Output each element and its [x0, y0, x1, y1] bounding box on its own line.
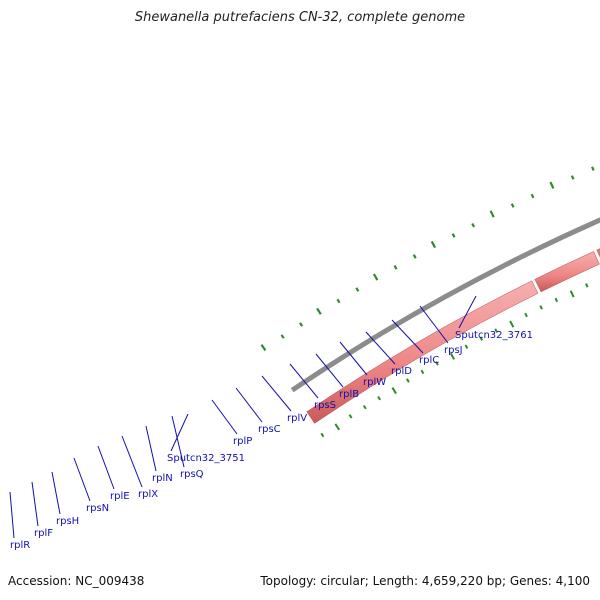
gc-tick	[348, 414, 353, 419]
gene-leader-line	[339, 341, 368, 376]
gc-tick	[430, 240, 437, 249]
gene-label: rpsC	[258, 424, 281, 435]
gc-tick	[391, 387, 397, 395]
gc-tick	[377, 395, 381, 401]
gc-tick	[449, 352, 456, 360]
backbone-arc	[290, 217, 600, 393]
gc-tick	[510, 203, 515, 208]
gc-tick	[479, 336, 484, 341]
gc-tick	[412, 254, 417, 259]
gene-leader-line	[31, 481, 39, 527]
gc-tick	[362, 404, 367, 410]
gc-tick	[435, 361, 439, 366]
gc-tick	[539, 305, 543, 310]
gc-tick	[260, 344, 267, 352]
gene-label: rplE	[110, 491, 130, 502]
gc-tick	[530, 193, 535, 199]
accession-text: Accession: NC_009438	[8, 574, 145, 588]
gene-leader-line	[121, 435, 143, 488]
gene-label: rplX	[138, 489, 158, 500]
gene-leader-line	[419, 305, 449, 344]
gene-label: rpsH	[56, 516, 79, 527]
gene-label: rpsJ	[444, 345, 463, 356]
gc-tick	[471, 222, 476, 228]
gene-leader-line	[315, 353, 344, 388]
gc-tick	[585, 283, 589, 288]
gene-leader-line	[145, 425, 157, 472]
gene-label: rpsN	[86, 503, 109, 514]
cds-reverse	[534, 251, 600, 293]
gc-tick	[420, 369, 425, 375]
gene-label: rplB	[339, 389, 359, 400]
gc-tick	[591, 166, 595, 171]
gene-label: rplC	[419, 355, 439, 366]
gc-tick	[280, 334, 285, 339]
gc-tick	[320, 432, 325, 438]
gene-leader-line	[170, 413, 189, 452]
gc-tick	[554, 297, 559, 303]
gc-content-inner-ticks	[320, 283, 589, 438]
gc-tick	[494, 328, 498, 333]
genome-backbone	[290, 217, 600, 393]
gc-tick	[549, 181, 555, 189]
gene-leader-line	[458, 295, 477, 329]
gc-tick	[393, 265, 398, 270]
gc-tick	[570, 175, 575, 180]
gene-leader-line	[289, 363, 319, 399]
gene-label: Sputcn32_3761	[455, 330, 533, 341]
gc-tick	[299, 322, 304, 327]
gc-tick	[316, 307, 322, 315]
cds-reverse	[596, 248, 600, 258]
gc-tick	[451, 233, 456, 238]
gene-leader-line	[235, 387, 263, 423]
gc-tick	[336, 298, 341, 304]
map-title: Shewanella putrefaciens CN-32, complete …	[134, 10, 466, 25]
gene-leader-line	[211, 399, 238, 435]
gene-label: rplV	[287, 413, 307, 424]
gene-label: rplR	[10, 540, 30, 551]
gc-tick	[405, 378, 410, 383]
gene-label: rpsS	[314, 400, 336, 411]
genome-summary: Topology: circular; Length: 4,659,220 bp…	[260, 574, 590, 588]
gene-leader-line	[391, 319, 424, 354]
gc-tick	[524, 312, 528, 318]
gene-label: rpsQ	[180, 469, 204, 480]
gc-content-outer-ticks	[260, 166, 595, 352]
gene-leader-line	[365, 331, 396, 365]
reverse-strand-cds	[306, 248, 600, 424]
gene-label: rplP	[233, 436, 252, 447]
gc-tick	[355, 287, 360, 292]
gene-leader-line	[51, 471, 61, 515]
gene-leader-line	[261, 375, 292, 412]
gc-tick	[509, 320, 515, 328]
gene-label: rplW	[363, 377, 386, 388]
gc-tick	[569, 290, 575, 298]
gene-leader-line	[9, 491, 15, 539]
gene-leader-line	[171, 415, 185, 468]
gc-tick	[372, 273, 379, 281]
gene-leader-line	[97, 445, 115, 490]
gene-leader-line	[73, 457, 91, 502]
gc-tick	[464, 344, 469, 349]
gene-label: rplD	[391, 366, 412, 377]
gene-label: rplN	[152, 473, 173, 484]
gc-tick	[489, 210, 495, 218]
gene-label: Sputcn32_3751	[167, 453, 245, 464]
gc-tick	[334, 423, 341, 431]
gene-label: rplF	[34, 528, 53, 539]
